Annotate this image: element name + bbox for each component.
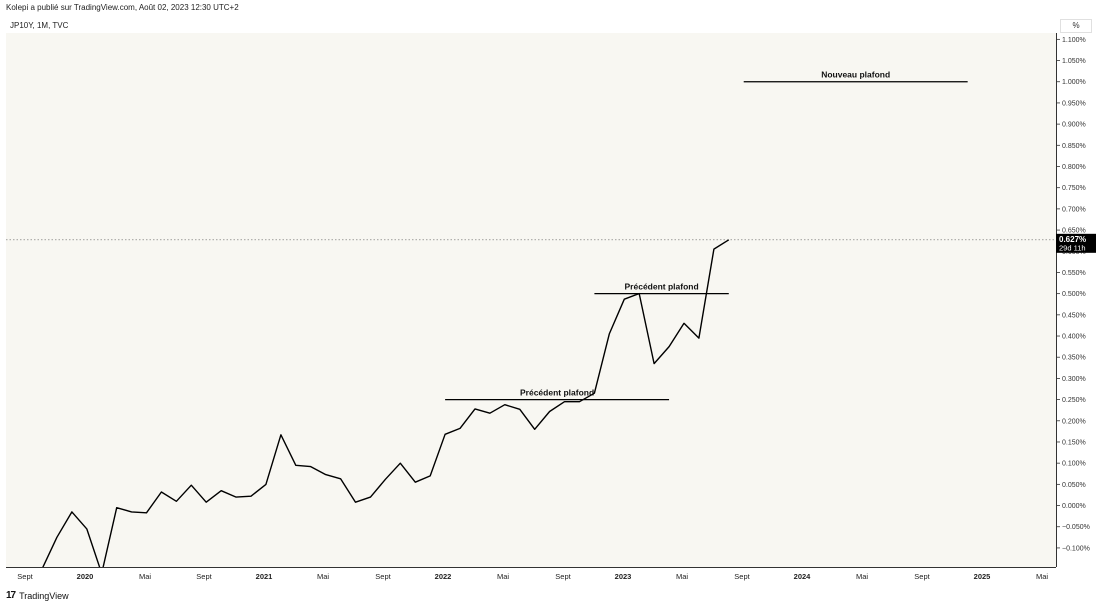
x-axis: Sept 2020 Mai Sept 2021 Mai Sept 2022 Mai Sept 202… <box>6 567 1056 581</box>
tradingview-brand: TradingView <box>19 590 69 601</box>
y-tick-label: −0.050% <box>1062 524 1090 531</box>
x-tick-label: Mai <box>676 572 688 581</box>
y-tick-label: 0.250% <box>1062 397 1086 404</box>
price-label-box <box>1056 233 1096 253</box>
y-tick-label: 0.100% <box>1062 461 1086 468</box>
x-tick-label: Sept <box>196 572 212 581</box>
y-tick-label: 0.500% <box>1062 291 1086 298</box>
unit-button[interactable]: % <box>1060 19 1092 33</box>
y-tick-label: 0.050% <box>1062 482 1086 489</box>
y-tick-label: 1.050% <box>1062 58 1086 65</box>
x-tick-label: Mai <box>1036 572 1048 581</box>
annotations: Précédent plafond Précédent plafond Nouvea… <box>445 70 968 401</box>
x-tick-label: 2025 <box>974 572 991 581</box>
x-tick-label: Sept <box>555 572 571 581</box>
x-tick-label: Mai <box>139 572 151 581</box>
x-tick-label: 2020 <box>77 572 94 581</box>
x-tick-label: Sept <box>17 572 33 581</box>
tradingview-logo-icon: 17 <box>6 590 16 601</box>
x-tick-label: Sept <box>734 572 750 581</box>
x-tick-label: Sept <box>914 572 930 581</box>
y-tick-label: 0.150% <box>1062 439 1086 446</box>
y-tick-label: 0.750% <box>1062 185 1086 192</box>
y-tick-label: 0.700% <box>1062 206 1086 213</box>
publisher-caption: Kolepi a publié sur TradingView.com, Aoû… <box>6 3 239 12</box>
y-tick-label: 0.350% <box>1062 355 1086 362</box>
y-tick-label: 0.650% <box>1062 228 1086 235</box>
annotation-label-0: Précédent plafond <box>520 388 594 398</box>
y-tick-label: 0.550% <box>1062 270 1086 277</box>
annotation-label-1: Précédent plafond <box>625 282 699 292</box>
price-label-value: 0.627% <box>1059 235 1086 244</box>
y-tick-label: 0.000% <box>1062 503 1086 510</box>
y-axis: −0.100% −0.050% 0.000% 0.050% 0.100% 0.150% 0.… <box>1056 33 1090 567</box>
x-tick-label: 2024 <box>794 572 812 581</box>
y-tick-label: 0.900% <box>1062 122 1086 129</box>
x-tick-label: 2022 <box>435 572 452 581</box>
y-tick-label: −0.100% <box>1062 545 1090 552</box>
y-tick-label: 0.850% <box>1062 143 1086 150</box>
x-tick-label: Mai <box>856 572 868 581</box>
x-tick-label: Sept <box>375 572 391 581</box>
y-tick-label: 0.200% <box>1062 418 1086 425</box>
y-tick-label: 1.100% <box>1062 37 1086 44</box>
x-tick-label: 2021 <box>256 572 273 581</box>
symbol-label[interactable]: JP10Y, 1M, TVC <box>10 21 69 30</box>
y-tick-label: 0.800% <box>1062 164 1086 171</box>
y-tick-label: 0.400% <box>1062 334 1086 341</box>
y-tick-label: 0.300% <box>1062 376 1086 383</box>
plot-area <box>6 33 1056 567</box>
price-label: 0.627% 29d 11h <box>1056 233 1096 253</box>
tradingview-footer: 17 TradingView <box>6 590 69 601</box>
x-tick-label: Mai <box>317 572 329 581</box>
y-tick-label: 0.450% <box>1062 312 1086 319</box>
x-tick-label: Mai <box>497 572 509 581</box>
price-label-countdown: 29d 11h <box>1059 243 1086 252</box>
x-tick-label: 2023 <box>615 572 632 581</box>
y-tick-label: 1.000% <box>1062 79 1086 86</box>
price-series-line <box>42 239 730 567</box>
annotation-label-2: Nouveau plafond <box>821 70 890 80</box>
y-tick-label: 0.950% <box>1062 100 1086 107</box>
